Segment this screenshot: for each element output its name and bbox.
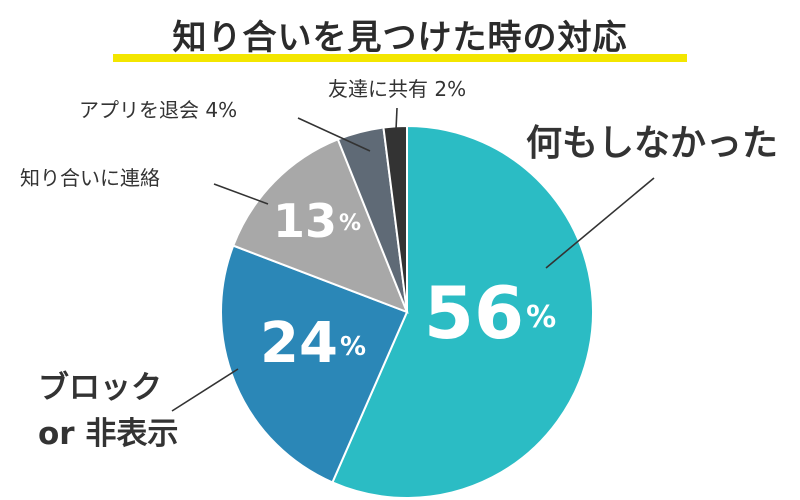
slice-label-4: 友達に共有 2% xyxy=(328,77,466,101)
pie-slice-1 xyxy=(220,244,409,484)
pie-slice-0 xyxy=(331,124,594,499)
slice-label-1-line-0: ブロック xyxy=(38,370,162,406)
pie-slice-2 xyxy=(231,138,409,314)
slice-label-3: アプリを退会 4% xyxy=(79,98,237,122)
slice-label-1-line-1: or 非表示 xyxy=(38,416,178,452)
leader-line-4 xyxy=(395,107,398,131)
leader-line-2 xyxy=(213,183,269,205)
leader-line-1 xyxy=(171,368,239,412)
slice-label-2: 知り合いに連絡 xyxy=(20,166,160,190)
pie-slice-4 xyxy=(382,124,408,313)
chart-title: 知り合いを見つけた時の対応 xyxy=(172,18,628,58)
leader-line-0 xyxy=(545,177,655,269)
title-underline xyxy=(113,54,687,62)
slice-percent-0: 56% xyxy=(424,271,556,355)
title-area: 知り合いを見つけた時の対応 xyxy=(0,4,800,64)
slice-percent-2: 13% xyxy=(273,194,361,248)
leader-line-3 xyxy=(297,117,371,152)
slice-label-0: 何もしなかった xyxy=(526,123,778,164)
slice-percent-1: 24% xyxy=(260,311,366,376)
